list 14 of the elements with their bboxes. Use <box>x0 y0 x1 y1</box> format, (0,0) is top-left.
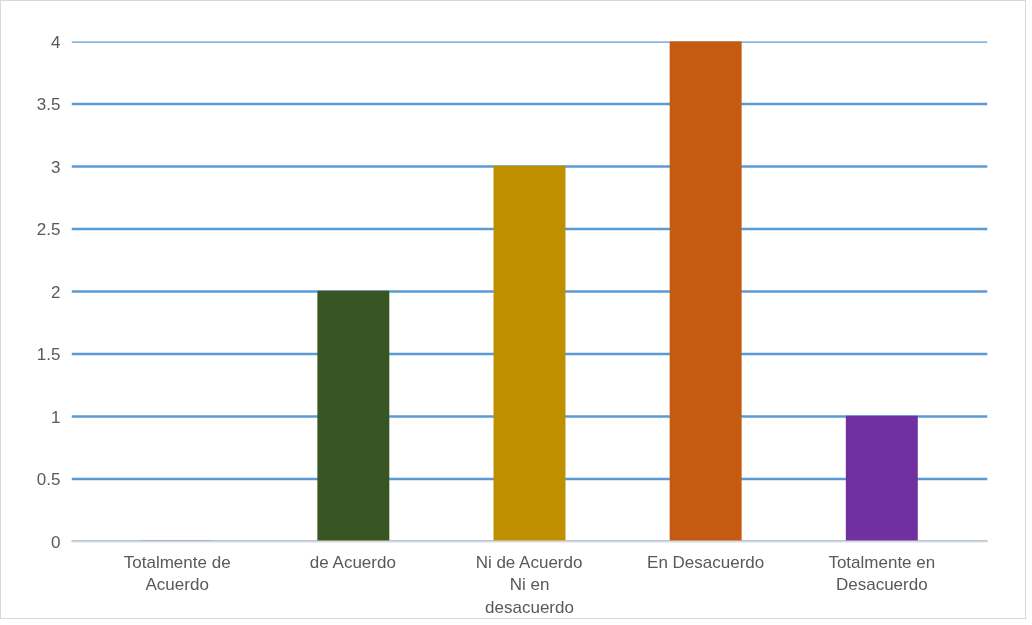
y-tick-label: 1.5 <box>36 345 61 364</box>
y-tick-label: 1 <box>51 407 61 427</box>
y-tick-label: 3 <box>51 157 61 177</box>
x-tick-label: de Acuerdo <box>309 552 396 572</box>
x-tick-label: Totalmente de Acuerdo <box>123 552 231 595</box>
y-tick-label: 4 <box>51 32 61 52</box>
x-tick-label: Ni de Acuerdo Ni en desacuerdo <box>475 552 583 618</box>
y-tick-label: 3.5 <box>36 95 61 114</box>
y-tick-label: 2 <box>51 282 61 302</box>
y-tick-label: 0 <box>51 532 61 552</box>
y-tick-label: 0.5 <box>36 470 61 489</box>
y-tick-label: 2.5 <box>36 220 61 239</box>
x-tick-label: En Desacuerdo <box>647 552 765 572</box>
x-tick-label: Totalmente en Desacuerdo <box>828 552 936 595</box>
